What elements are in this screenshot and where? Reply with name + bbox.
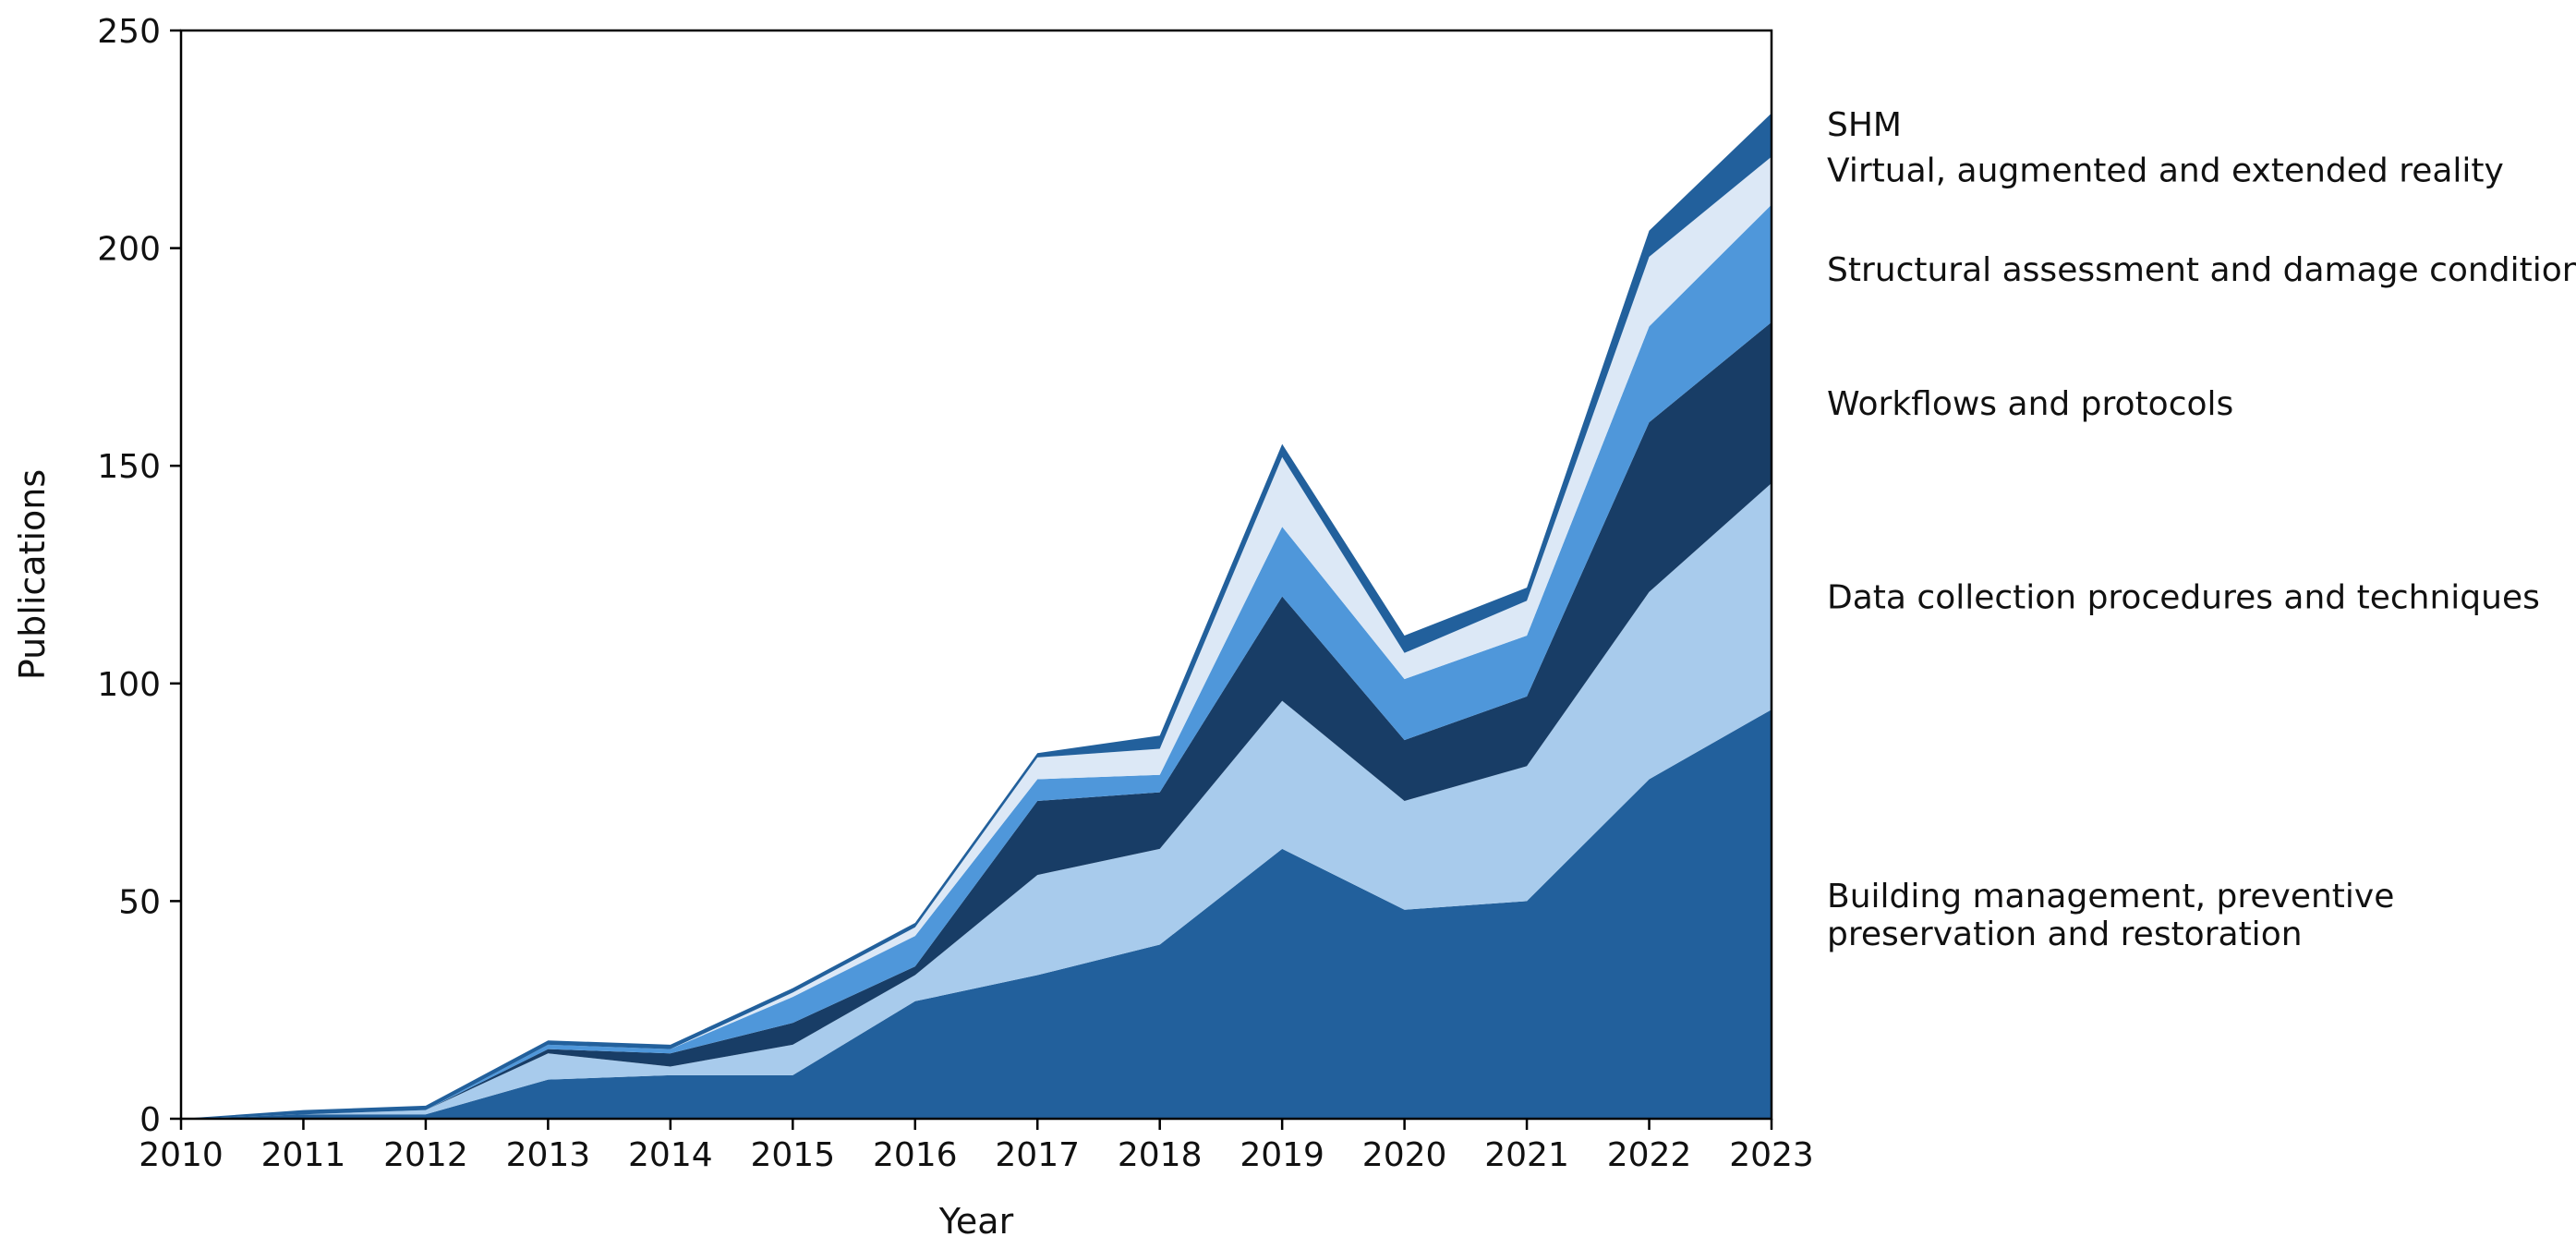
x-tick-label: 2023 (1729, 1136, 1814, 1174)
x-axis: 2010 2011 2012 2013 2014 2015 2016 2017 2018 2019… (139, 1119, 1814, 1174)
x-tick-label: 2021 (1484, 1136, 1569, 1174)
x-tick-label: 2022 (1607, 1136, 1692, 1174)
x-tick-label: 2011 (261, 1136, 346, 1174)
y-axis: 0 50 100 150 200 250 (97, 13, 181, 1139)
x-axis-title: Year (938, 1201, 1014, 1242)
series-label-6: SHM (1827, 106, 1902, 144)
x-tick-label: 2016 (873, 1136, 958, 1174)
series-label-1: Building management, preventive preservat… (1827, 878, 2394, 953)
series-labels: Building management, preventive preservat… (1827, 106, 2576, 953)
series-label-4: Structural assessment and damage conditi… (1827, 251, 2576, 289)
y-tick-label: 50 (118, 883, 161, 921)
x-tick-label: 2014 (628, 1136, 713, 1174)
y-tick-label: 250 (97, 13, 161, 51)
y-axis-title: Publications (12, 469, 53, 680)
series-label-3: Workflows and protocols (1827, 385, 2233, 423)
x-tick-label: 2010 (139, 1136, 224, 1174)
x-tick-label: 2015 (750, 1136, 835, 1174)
x-tick-label: 2020 (1362, 1136, 1447, 1174)
area-layers (181, 113, 1772, 1120)
series-label-5: Virtual, augmented and extended reality (1827, 152, 2504, 190)
x-tick-label: 2019 (1240, 1136, 1324, 1174)
y-tick-label: 200 (97, 231, 161, 269)
series-label-2: Data collection procedures and technique… (1827, 579, 2540, 617)
x-tick-label: 2018 (1118, 1136, 1203, 1174)
x-tick-label: 2012 (383, 1136, 468, 1174)
x-tick-label: 2017 (995, 1136, 1080, 1174)
y-tick-label: 100 (97, 666, 161, 704)
area-series-5 (181, 156, 1772, 1120)
x-tick-label: 2013 (506, 1136, 591, 1174)
area-series-1 (181, 709, 1772, 1119)
y-tick-label: 0 (139, 1101, 161, 1139)
area-series-2 (181, 483, 1772, 1119)
plot-frame (179, 29, 1773, 1121)
y-tick-label: 150 (97, 448, 161, 486)
